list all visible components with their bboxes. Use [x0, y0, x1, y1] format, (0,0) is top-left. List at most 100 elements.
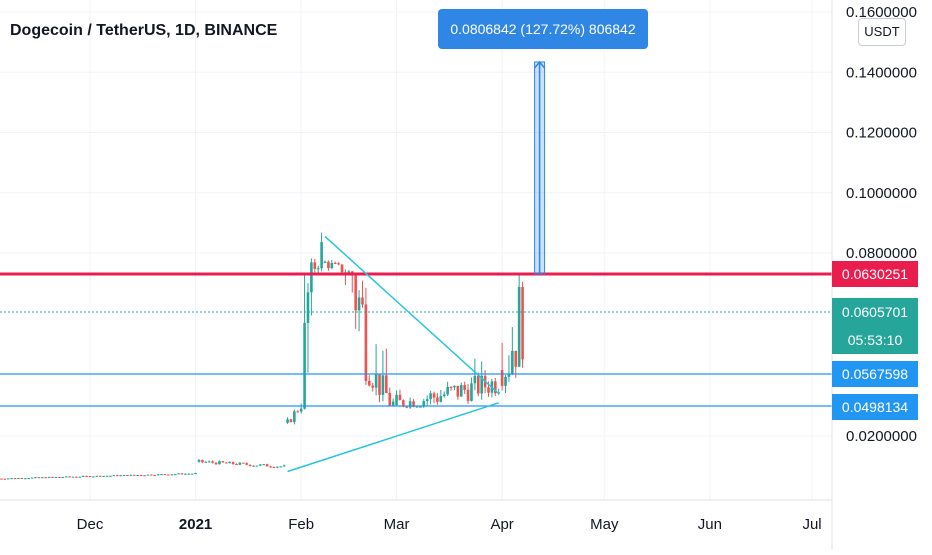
candle-body: [129, 474, 133, 476]
candle-body: [78, 476, 82, 478]
candle-body: [71, 476, 75, 478]
price-tick-label: 0.1400000: [846, 64, 917, 81]
candle-body: [385, 375, 388, 393]
candles: [0, 232, 524, 480]
trendlines[interactable]: [287, 235, 500, 473]
candle-body: [75, 476, 78, 478]
candle-body: [299, 408, 303, 412]
candle-body: [313, 262, 317, 270]
candle-body: [395, 394, 398, 406]
candle-body: [259, 464, 262, 466]
candle-body: [347, 271, 351, 273]
candle-body: [415, 406, 419, 408]
candle-body: [405, 406, 409, 408]
candle-body: [235, 464, 238, 466]
candle-body: [238, 462, 242, 465]
triangle-trendline[interactable]: [287, 402, 499, 473]
horizontal-lines[interactable]: [0, 272, 832, 407]
candle-body: [88, 476, 92, 478]
time-tick-label: Mar: [384, 516, 410, 533]
candle-body: [245, 463, 248, 465]
candle-body: [269, 466, 272, 468]
candle-body: [173, 474, 177, 476]
candle-body: [231, 461, 235, 465]
candle-body: [374, 374, 378, 388]
candle-body: [333, 262, 337, 264]
candle-body: [68, 476, 71, 478]
candle-body: [453, 385, 456, 388]
support-2-price-label: 0.0498134: [832, 394, 918, 420]
candle-body: [109, 475, 112, 477]
candle-body: [241, 462, 245, 464]
candle-body: [272, 466, 276, 468]
candle-body: [228, 461, 231, 464]
candle-body: [194, 473, 197, 475]
last-price-label: 0.0605701: [832, 298, 918, 326]
time-axis[interactable]: Dec 2021 Feb Mar Apr May Jun Jul: [77, 516, 822, 533]
candle-body: [153, 475, 157, 477]
candle-body: [150, 474, 153, 476]
candle-body: [85, 475, 88, 477]
candle-body: [211, 461, 214, 463]
candle-body: [517, 286, 521, 367]
price-axis[interactable]: 0.1600000 0.1400000 0.1200000 0.1000000 0.08…: [846, 4, 917, 445]
candle-body: [126, 474, 129, 476]
candle-body: [207, 461, 211, 463]
candle-body: [98, 475, 102, 477]
candle-body: [61, 477, 65, 479]
candle-body: [51, 476, 54, 478]
candle-body: [163, 474, 167, 476]
candle-body: [402, 400, 405, 407]
candle-body: [449, 386, 453, 388]
candle-body: [17, 478, 20, 480]
candle-body: [286, 419, 289, 423]
time-tick-label: Feb: [288, 516, 314, 533]
candle-body: [262, 464, 266, 466]
candle-body: [507, 374, 511, 377]
candle-body: [13, 478, 17, 480]
support-1-price-label: 0.0567598: [832, 361, 918, 387]
candle-body: [23, 478, 27, 480]
candle-body: [381, 375, 385, 395]
candle-body: [190, 473, 194, 475]
measure-tool[interactable]: [534, 60, 546, 275]
candle-body: [480, 375, 483, 394]
measure-arrowhead: [534, 60, 546, 69]
candle-body: [388, 392, 392, 406]
candle-body: [398, 394, 402, 401]
candle-body: [115, 475, 119, 477]
candle-body: [170, 474, 174, 476]
candle-body: [425, 399, 429, 402]
candle-body: [95, 475, 99, 477]
candle-body: [514, 350, 518, 367]
candle-body: [296, 411, 300, 413]
candle-body: [511, 350, 514, 375]
time-tick-label: Dec: [77, 516, 104, 533]
candle-body: [439, 396, 443, 402]
time-tick-label: 2021: [179, 516, 212, 533]
candle-body: [105, 475, 109, 477]
candle-body: [293, 411, 296, 423]
candle-body: [361, 297, 364, 305]
candle-body: [364, 304, 368, 381]
candle-body: [408, 401, 412, 408]
candle-body: [463, 385, 466, 390]
candle-body: [37, 477, 41, 479]
candle-body: [47, 476, 51, 478]
time-tick-label: Jul: [802, 516, 821, 533]
triangle-trendline[interactable]: [324, 235, 500, 395]
candle-body: [58, 476, 61, 478]
candle-body: [122, 474, 126, 476]
symbol-title: Dogecoin / TetherUS, 1D, BINANCE: [10, 22, 278, 39]
candle-body: [10, 478, 13, 480]
currency-button[interactable]: USDT: [858, 18, 906, 46]
candle-body: [41, 477, 44, 479]
candle-body: [112, 475, 116, 477]
candle-body: [500, 370, 504, 386]
candle-body: [419, 406, 422, 408]
time-tick-label: Apr: [490, 516, 513, 533]
candle-body: [224, 462, 228, 464]
candle-body: [327, 261, 330, 269]
